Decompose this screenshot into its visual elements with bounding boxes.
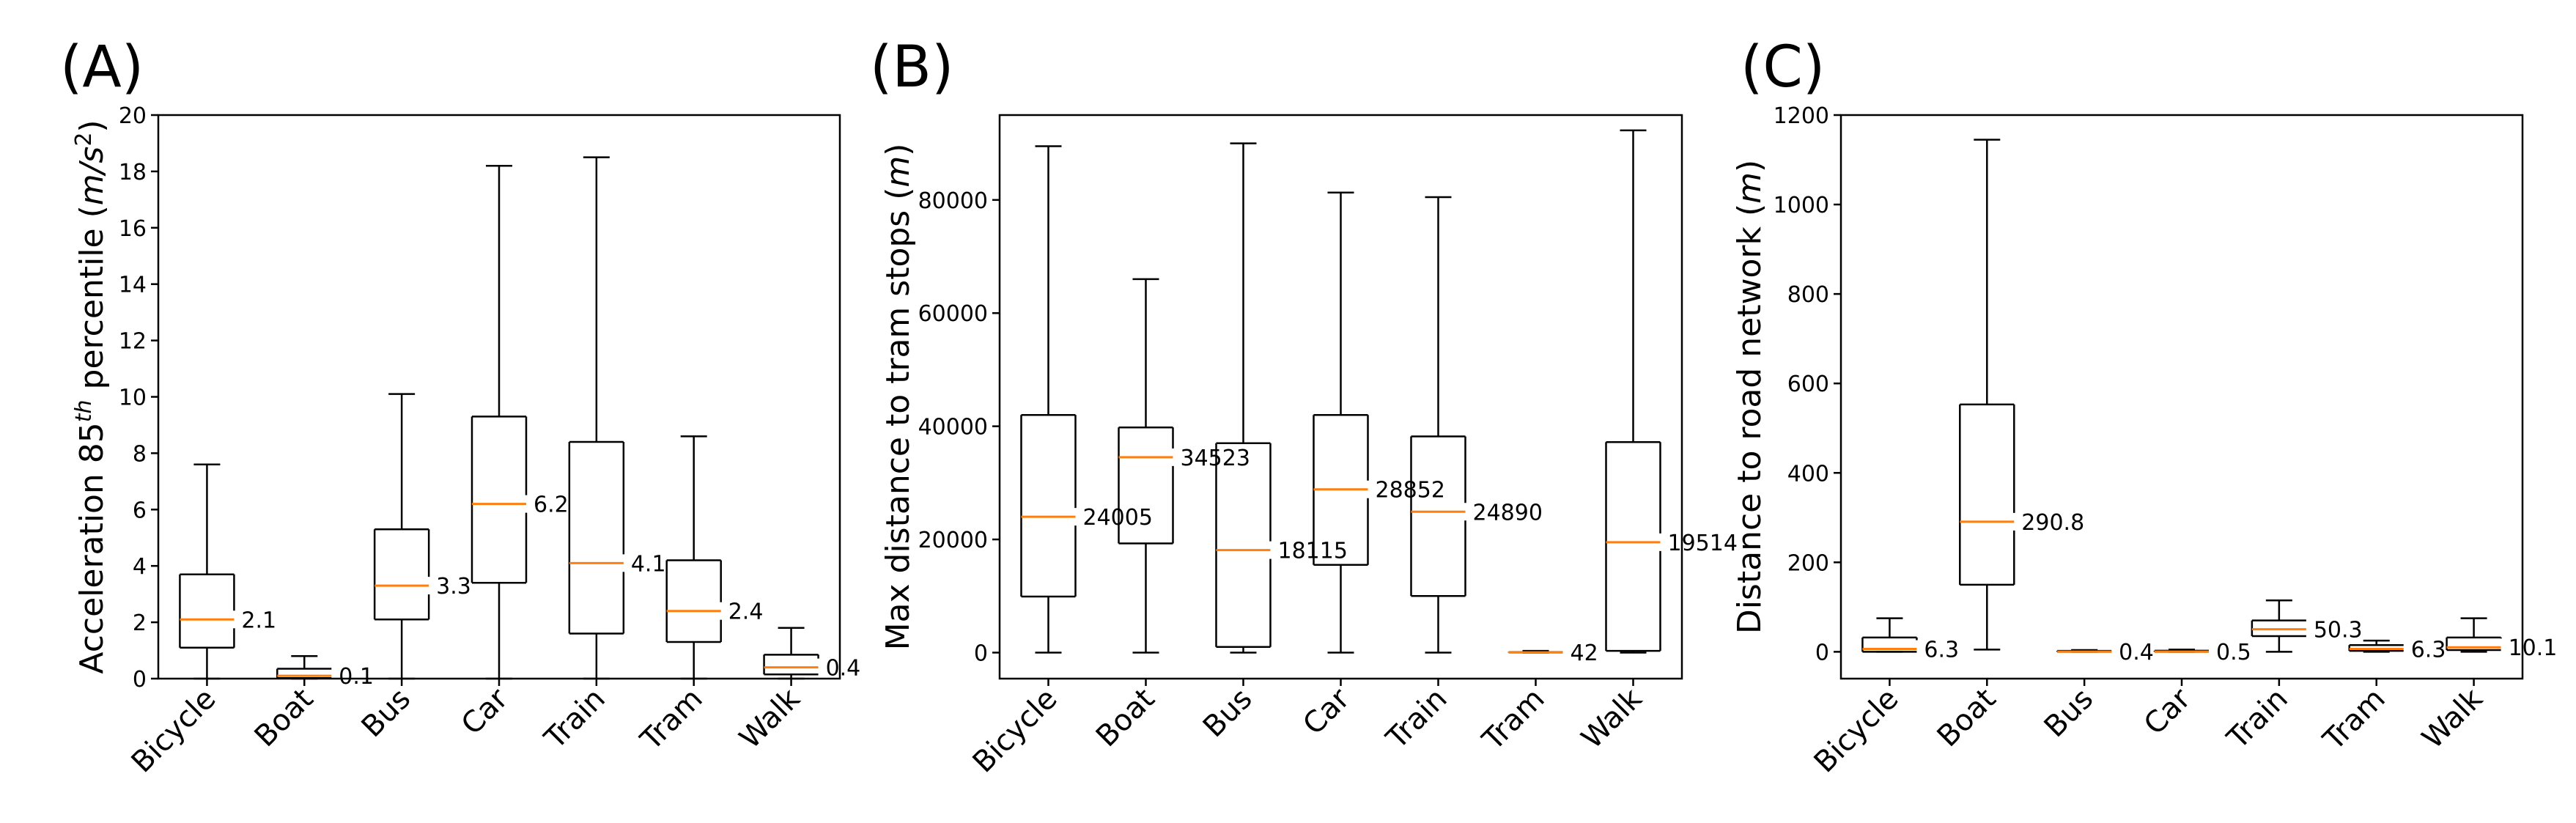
median-label: 42 — [1571, 641, 1598, 666]
x-category-label: Car — [455, 682, 515, 742]
median-label: 19514 — [1668, 531, 1738, 556]
box-bicycle: 6.3 — [1861, 617, 1959, 663]
box-car: 0.5 — [2153, 640, 2251, 665]
median-label: 34523 — [1181, 446, 1250, 471]
y-tick-label: 4 — [133, 554, 147, 580]
y-tick-label: 0 — [1815, 640, 1829, 665]
x-category-label: Bus — [355, 682, 418, 745]
box-train: 4.1 — [568, 156, 666, 680]
box-bicycle: 24005 — [1020, 145, 1153, 654]
box-car: 6.2 — [470, 164, 569, 680]
y-axis-label: Max distance to tram stops (m) — [879, 144, 917, 651]
median-label: 4.1 — [631, 551, 666, 577]
panel-letter: (C) — [1741, 34, 1825, 100]
y-axis-label: Acceleration 85th percentile (m/s2) — [71, 119, 111, 673]
x-category-label: Car — [2138, 682, 2198, 742]
y-tick-label: 800 — [1787, 282, 1829, 308]
x-category-label: Car — [1296, 682, 1357, 742]
median-label: 2.4 — [728, 599, 764, 625]
x-category-label: Bicycle — [125, 682, 223, 780]
box-train: 24890 — [1410, 196, 1543, 654]
box-tram: 6.3 — [2348, 638, 2446, 663]
box-bus: 3.3 — [373, 393, 471, 680]
box-tram: 2.4 — [665, 435, 764, 680]
box-boat: 34523 — [1118, 278, 1250, 654]
panel-1: (A) 0 2 4 6 8 10 12 14 16 18 20 Acceleration 85th pe… — [60, 34, 860, 779]
y-tick-label: 14 — [119, 273, 147, 298]
x-category-label: Tram — [634, 682, 709, 758]
x-category-label: Bus — [2038, 682, 2100, 745]
y-tick-label: 0 — [974, 641, 988, 666]
x-category-label: Walk — [1575, 682, 1649, 756]
y-tick-label: 8 — [133, 441, 147, 467]
y-tick-label: 80000 — [918, 188, 988, 214]
median-label: 50.3 — [2314, 618, 2363, 643]
median-label: 3.3 — [436, 574, 471, 599]
plot-frame — [1839, 114, 2524, 680]
y-tick-label: 400 — [1787, 461, 1829, 487]
x-category-label: Boat — [1931, 682, 2003, 754]
y-tick-label: 600 — [1787, 372, 1829, 397]
box-tram: 42 — [1507, 641, 1598, 666]
x-category-label: Train — [1379, 682, 1453, 756]
y-tick-label: 1200 — [1774, 103, 1829, 129]
x-category-label: Walk — [733, 682, 807, 756]
median-label: 2.1 — [241, 608, 276, 633]
median-label: 0.5 — [2216, 640, 2251, 665]
y-tick-label: 60000 — [918, 301, 988, 327]
panel-letter: (A) — [60, 34, 144, 100]
x-category-label: Bus — [1197, 682, 1259, 745]
y-tick-label: 40000 — [918, 415, 988, 440]
panel-letter: (B) — [870, 34, 953, 100]
box-walk: 0.4 — [763, 627, 861, 682]
box-boat: 0.1 — [276, 654, 374, 690]
y-tick-label: 12 — [119, 329, 147, 355]
x-category-label: Tram — [1476, 682, 1551, 758]
x-category-label: Boat — [1090, 682, 1162, 754]
y-tick-label: 20 — [119, 103, 147, 129]
box-walk: 10.1 — [2446, 617, 2558, 661]
median-label: 24005 — [1083, 505, 1153, 531]
y-axis-label: Distance to road network (m) — [1731, 160, 1768, 634]
y-tick-label: 6 — [133, 498, 147, 523]
median-label: 18115 — [1278, 539, 1348, 564]
median-label: 0.1 — [339, 664, 374, 690]
median-label: 0.4 — [826, 656, 861, 682]
x-category-label: Train — [538, 682, 612, 756]
median-label: 6.2 — [534, 492, 569, 518]
box-bicycle: 2.1 — [179, 463, 276, 680]
y-tick-label: 18 — [119, 160, 147, 185]
median-label: 0.4 — [2119, 640, 2154, 665]
y-tick-label: 200 — [1787, 550, 1829, 576]
panel-3: (C) 0 200 400 600 800 1000 1200 Distance to road… — [1731, 34, 2557, 779]
y-tick-label: 2 — [133, 610, 147, 636]
x-category-label: Train — [2221, 682, 2295, 756]
y-tick-label: 16 — [119, 216, 147, 242]
box-train: 50.3 — [2251, 599, 2363, 653]
median-label: 6.3 — [2411, 638, 2446, 663]
box-car: 28852 — [1313, 191, 1445, 654]
median-label: 6.3 — [1924, 638, 1959, 663]
x-category-label: Walk — [2416, 682, 2490, 756]
y-tick-label: 10 — [119, 385, 147, 411]
box-bus: 18115 — [1215, 142, 1348, 654]
x-category-label: Bicycle — [967, 682, 1064, 780]
x-category-label: Bicycle — [1808, 682, 1905, 780]
box-bus: 0.4 — [2056, 640, 2154, 665]
box-walk: 19514 — [1605, 129, 1738, 654]
y-tick-label: 1000 — [1774, 193, 1829, 218]
median-label: 24890 — [1473, 500, 1543, 525]
median-label: 290.8 — [2021, 510, 2084, 536]
median-label: 10.1 — [2509, 635, 2558, 661]
y-tick-label: 0 — [133, 667, 147, 693]
median-label: 28852 — [1376, 478, 1445, 503]
box-boat: 290.8 — [1959, 139, 2084, 651]
y-tick-label: 20000 — [918, 528, 988, 553]
x-category-label: Tram — [2317, 682, 2392, 758]
x-category-label: Boat — [248, 682, 320, 754]
